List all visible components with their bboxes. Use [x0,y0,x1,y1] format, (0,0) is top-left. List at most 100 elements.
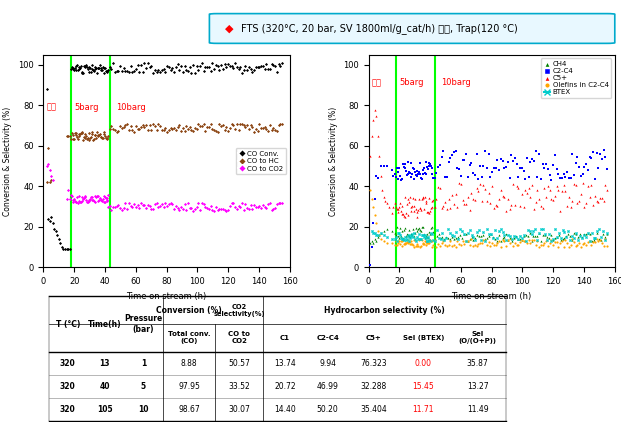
Point [110,69,120,76]
Point [46,173,56,180]
Point [181,207,191,214]
Point [369,230,379,236]
Point [601,181,610,188]
Point [583,166,593,173]
Point [427,164,437,171]
Point [258,63,268,70]
Point [548,237,558,243]
Point [129,128,139,135]
Point [468,170,478,176]
Point [49,226,59,233]
Point [157,200,167,207]
Point [404,239,414,246]
Point [409,225,419,232]
Point [589,236,599,243]
Point [479,163,489,170]
Point [240,201,250,208]
Text: 97.95: 97.95 [178,382,200,391]
Point [544,235,554,242]
Point [183,125,193,132]
Point [515,165,525,171]
Point [253,204,263,211]
Point [428,242,438,249]
Point [410,235,420,242]
Point [474,227,484,234]
Point [440,173,450,180]
Point [81,197,91,204]
Point [134,125,144,132]
Point [419,166,428,173]
Point [419,206,429,213]
Point [143,60,153,67]
Point [68,65,78,72]
Point [425,237,435,244]
Point [540,240,550,246]
Point [566,242,576,249]
Legend: CO Conv., CO to HC, CO to CO2: CO Conv., CO to HC, CO to CO2 [235,148,286,174]
Point [183,200,193,206]
Point [536,241,546,248]
Point [536,176,546,183]
Text: 50.20: 50.20 [317,405,338,414]
Point [138,202,148,208]
Point [94,132,104,138]
Point [76,62,86,69]
Point [99,199,109,206]
Point [466,236,476,243]
Point [376,163,386,170]
Point [143,126,153,133]
Point [554,232,564,239]
Point [115,63,125,70]
Point [479,237,489,243]
Point [392,241,402,248]
Point [258,202,268,208]
Point [77,194,87,200]
Point [185,64,195,70]
Point [560,237,570,243]
Point [471,242,481,249]
Point [590,176,600,183]
Point [480,238,490,244]
Point [207,207,217,214]
Point [486,199,496,206]
Point [590,192,600,199]
Point [274,60,284,67]
Point [484,190,494,197]
Point [160,124,170,131]
Point [202,64,212,70]
Point [538,232,548,239]
Point [409,176,419,183]
Point [409,233,419,240]
Point [571,230,581,236]
Point [471,235,481,242]
Point [120,67,130,74]
Point [91,135,101,141]
Point [71,130,81,137]
Point [249,128,259,135]
Point [437,233,447,240]
Point [74,193,84,200]
Point [197,122,207,129]
Point [546,196,556,203]
Point [258,124,268,131]
Point [413,243,423,250]
Text: 5barg: 5barg [75,103,99,111]
Point [561,233,571,239]
Point [78,70,88,76]
Point [571,243,581,250]
Point [54,236,64,243]
Point [397,211,407,218]
Point [497,228,507,235]
Point [416,227,426,234]
Point [416,243,426,250]
Point [63,187,73,194]
Point [106,207,116,214]
Point [158,127,168,133]
Point [416,175,426,181]
Point [365,240,375,246]
Point [396,238,406,244]
Point [445,236,455,243]
Point [411,243,421,249]
Point [527,237,537,243]
Point [192,125,202,132]
